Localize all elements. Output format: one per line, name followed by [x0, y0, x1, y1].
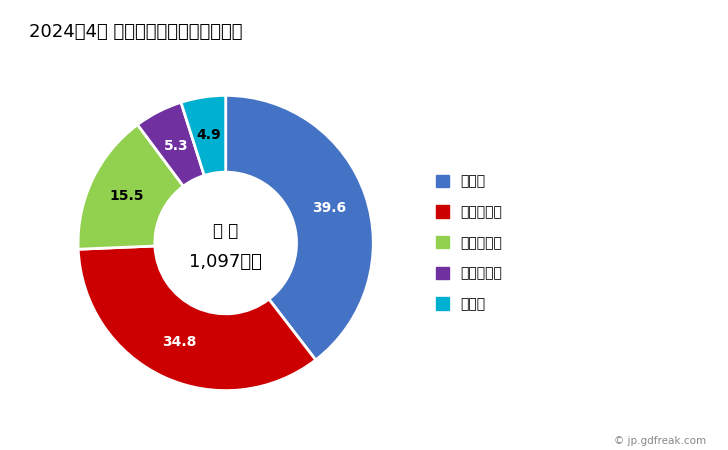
Text: 5.3: 5.3: [164, 139, 188, 153]
Wedge shape: [138, 102, 205, 186]
Text: 39.6: 39.6: [312, 201, 346, 215]
Wedge shape: [226, 95, 373, 360]
Text: 総 額: 総 額: [213, 222, 238, 240]
Wedge shape: [78, 125, 183, 249]
Text: 2024年4月 輸出相手国のシェア（％）: 2024年4月 輸出相手国のシェア（％）: [29, 22, 242, 40]
Text: 1,097万円: 1,097万円: [189, 253, 262, 271]
Legend: ドイツ, ブルガリア, ウクライナ, ボーランド, その他: ドイツ, ブルガリア, ウクライナ, ボーランド, その他: [435, 175, 502, 311]
Wedge shape: [181, 95, 226, 176]
Wedge shape: [78, 246, 316, 391]
Text: © jp.gdfreak.com: © jp.gdfreak.com: [614, 436, 706, 446]
Text: 4.9: 4.9: [197, 128, 221, 142]
Text: 34.8: 34.8: [162, 335, 197, 349]
Text: 15.5: 15.5: [110, 189, 144, 203]
